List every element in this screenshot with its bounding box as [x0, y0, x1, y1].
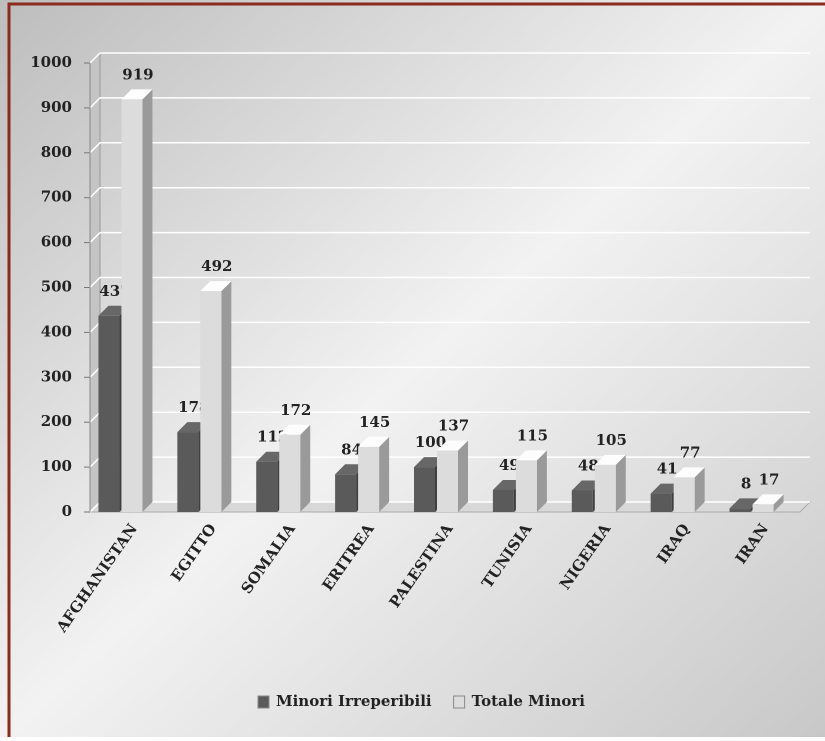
bar — [729, 508, 751, 512]
value-label: 41 — [657, 460, 678, 478]
bar — [437, 450, 458, 512]
value-label: 172 — [280, 401, 311, 419]
bar-side — [458, 440, 468, 512]
y-tick-label: 1000 — [30, 53, 72, 71]
value-label: 84 — [341, 440, 362, 458]
bar — [571, 490, 593, 512]
bar — [256, 461, 278, 512]
bar-top — [200, 281, 232, 292]
grid-line — [89, 186, 810, 199]
value-label: 145 — [359, 413, 390, 431]
bar — [594, 464, 616, 512]
y-tick-label: 400 — [41, 322, 72, 340]
bar — [335, 474, 357, 512]
value-label: 100 — [415, 433, 446, 451]
y-tick-label: 0 — [62, 502, 72, 520]
y-tick-label: 500 — [41, 278, 72, 296]
bar-top — [437, 440, 468, 451]
grid-line — [89, 97, 810, 109]
y-tick-label: 200 — [41, 412, 72, 430]
bar — [752, 504, 774, 512]
bar — [200, 291, 222, 512]
bar-top — [358, 436, 390, 447]
value-label: 115 — [517, 426, 548, 444]
value-label: 105 — [596, 431, 627, 449]
bar-top — [279, 424, 311, 435]
bar — [279, 434, 301, 512]
bar — [98, 315, 120, 512]
bar-side — [773, 494, 784, 512]
value-label: 49 — [499, 456, 520, 474]
bar — [358, 446, 380, 512]
y-tick-label: 800 — [41, 143, 72, 161]
bar-top — [673, 467, 705, 478]
y-tick-label: 300 — [41, 367, 72, 385]
value-label: 77 — [680, 443, 701, 461]
bar-side — [536, 450, 547, 512]
bar-side — [221, 281, 232, 512]
bar-top — [515, 450, 547, 461]
bar-side — [300, 424, 311, 512]
bar-top — [594, 454, 626, 465]
bar-side — [615, 454, 626, 512]
legend-swatch — [257, 695, 270, 709]
y-tick-label: 600 — [41, 233, 72, 251]
bar — [177, 432, 199, 512]
bar-side — [694, 467, 705, 512]
grid-line — [89, 52, 810, 64]
value-label: 919 — [122, 65, 153, 83]
y-tick-label: 100 — [41, 457, 72, 475]
y-tick-label: 900 — [41, 98, 72, 116]
bar — [414, 467, 435, 512]
legend-label: Minori Irreperibili — [276, 692, 432, 710]
value-label: 48 — [578, 456, 599, 474]
bar — [515, 460, 537, 512]
legend-swatch — [453, 695, 466, 709]
bar-top — [752, 494, 784, 505]
bar-side — [142, 89, 153, 512]
bar — [121, 99, 143, 512]
value-label: 17 — [759, 470, 780, 488]
grid-line — [89, 142, 810, 154]
bar-side — [379, 436, 390, 512]
value-label: 492 — [201, 257, 232, 275]
bar — [650, 493, 672, 512]
frame — [7, 2, 825, 737]
y-tick-label: 700 — [41, 188, 72, 206]
value-label: 8 — [741, 474, 751, 492]
bar — [673, 477, 695, 512]
bar-top — [121, 89, 153, 100]
bar — [492, 489, 514, 512]
value-label: 137 — [438, 416, 469, 434]
grid-line — [89, 276, 810, 289]
legend-label: Totale Minori — [472, 692, 586, 710]
grid-line — [89, 231, 810, 244]
